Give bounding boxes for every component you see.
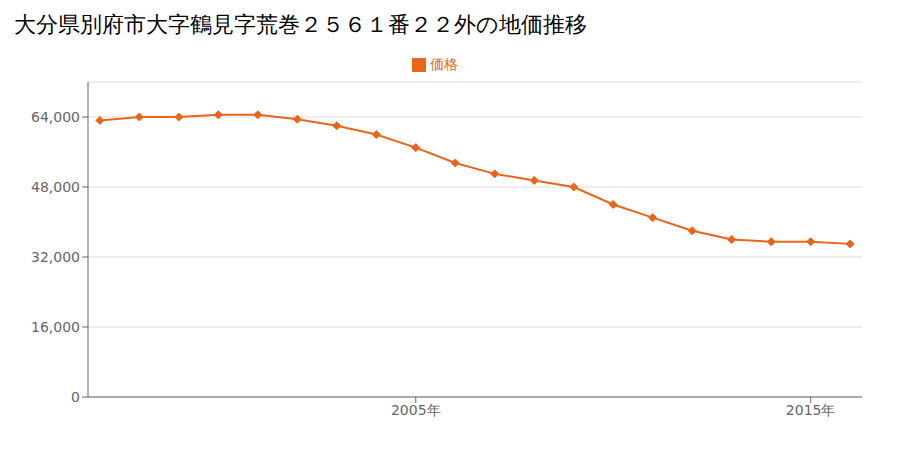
html-text:大分県別府市大字鶴見字荒巻２５６１番２２外の地価推移: 大分県別府市大字鶴見字荒巻２５６１番２２外の地価推移 (14, 12, 587, 37)
svg-text:16,000: 16,000 (31, 319, 80, 335)
svg-text:32,000: 32,000 (31, 249, 80, 265)
svg-text:2005年: 2005年 (391, 402, 441, 418)
html-text:価格: 価格 (430, 56, 458, 72)
svg-text:64,000: 64,000 (31, 109, 80, 125)
svg-text:2015年: 2015年 (786, 402, 836, 418)
svg-text:0: 0 (71, 389, 80, 405)
svg-text:48,000: 48,000 (31, 179, 80, 195)
